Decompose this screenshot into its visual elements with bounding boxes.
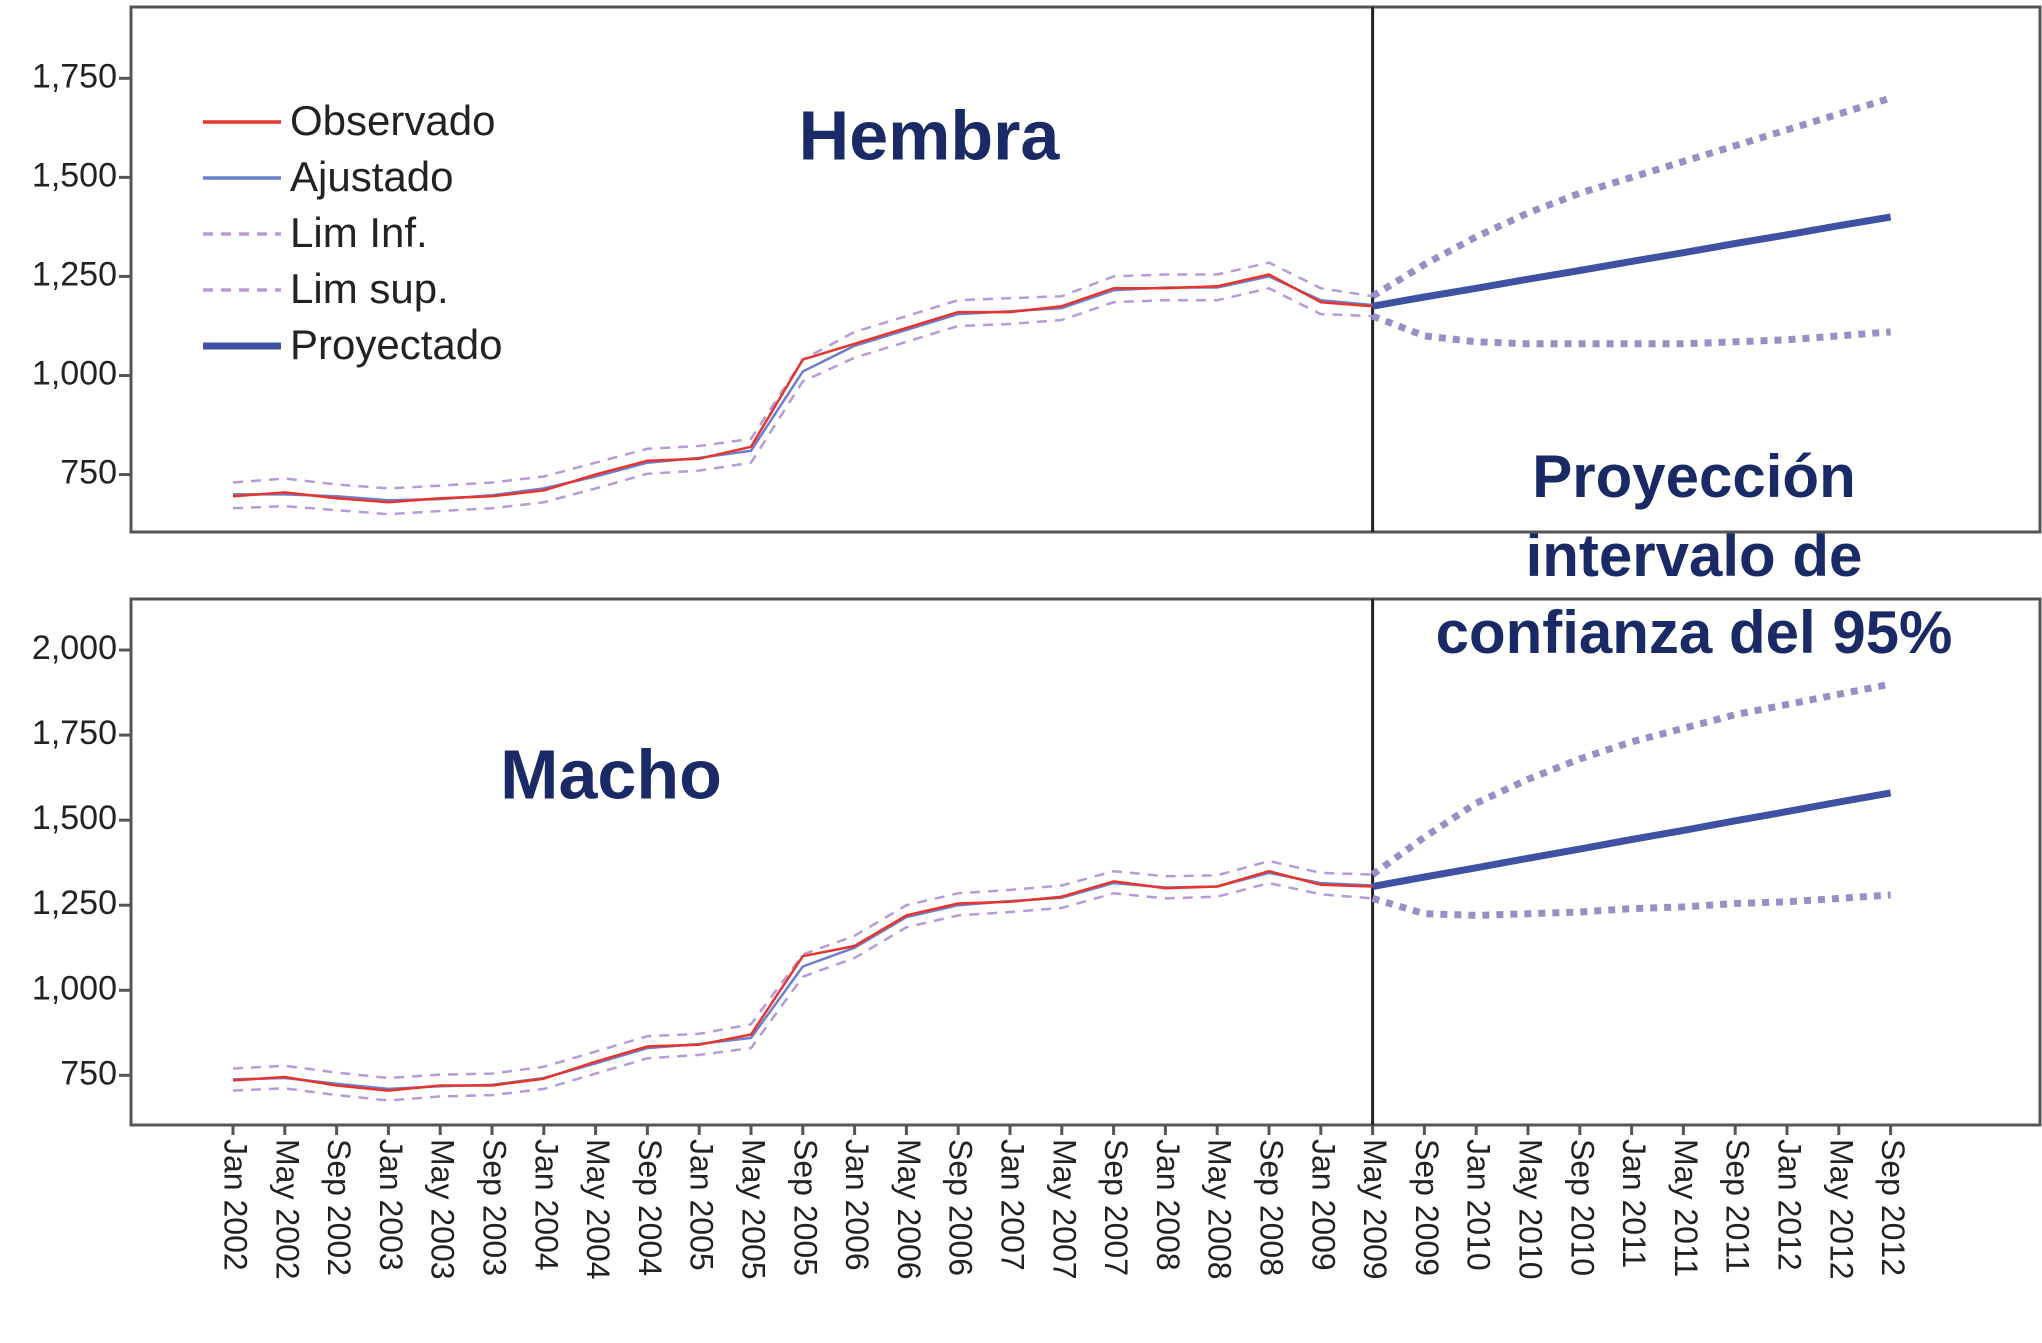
series-line	[1370, 94, 1892, 300]
y-tick-label: 1,750	[32, 714, 117, 752]
y-tick-label: 1,000	[32, 969, 117, 1007]
x-tick-label: Sep 2007	[1098, 1139, 1134, 1276]
y-tick-label: 1,500	[32, 799, 117, 837]
annotation: confianza del 95%	[1436, 599, 1953, 666]
x-tick-label: Sep 2010	[1564, 1139, 1600, 1276]
x-tick-label: Sep 2012	[1875, 1139, 1911, 1276]
x-tick-label: May 2002	[269, 1139, 305, 1280]
x-tick-label: Sep 2006	[943, 1139, 979, 1276]
x-tick-label: Sep 2008	[1254, 1139, 1290, 1276]
plot-frame	[129, 5, 2042, 534]
x-tick-label: May 2011	[1668, 1139, 1704, 1277]
x-tick-label: Sep 2002	[321, 1139, 357, 1276]
x-tick-label: May 2010	[1513, 1139, 1549, 1280]
x-tick-label: Sep 2005	[787, 1139, 823, 1276]
y-tick-label: 2,000	[32, 629, 117, 667]
x-tick-label: Jan 2005	[684, 1139, 720, 1271]
series-line	[1371, 312, 1891, 348]
x-tick-label: Jan 2011	[1616, 1139, 1652, 1268]
x-tick-label: Jan 2006	[839, 1139, 875, 1271]
x-tick-label: May 2008	[1202, 1139, 1238, 1280]
x-tick-label: May 2004	[580, 1139, 616, 1280]
legend-label: Lim sup.	[290, 265, 449, 312]
x-tick-label: Jan 2003	[373, 1139, 409, 1271]
x-tick-label: Sep 2009	[1409, 1139, 1445, 1276]
y-tick-label: 1,750	[32, 57, 117, 95]
x-tick-label: Jan 2010	[1461, 1139, 1497, 1271]
x-tick-label: May 2007	[1046, 1139, 1082, 1280]
y-tick-label: 750	[60, 1054, 117, 1092]
x-tick-label: Jan 2012	[1772, 1139, 1808, 1271]
x-tick-label: May 2005	[736, 1139, 772, 1280]
x-tick-label: May 2012	[1823, 1139, 1859, 1280]
x-tick-label: Jan 2004	[528, 1139, 564, 1271]
annotation: Proyección	[1532, 443, 1855, 510]
x-tick-label: May 2006	[891, 1139, 927, 1280]
series-line	[1371, 789, 1892, 890]
series-line	[232, 869, 1373, 1092]
x-tick-label: Sep 2003	[477, 1139, 513, 1276]
legend-label: Ajustado	[290, 153, 453, 200]
legend-label: Observado	[290, 97, 495, 144]
x-tick-label: May 2009	[1357, 1139, 1393, 1280]
series-line	[1371, 891, 1891, 919]
x-tick-label: May 2003	[425, 1139, 461, 1280]
y-tick-label: 750	[60, 454, 117, 492]
x-tick-label: Sep 2004	[632, 1139, 668, 1276]
series-line	[232, 287, 1373, 516]
series-line	[232, 881, 1373, 1102]
plot-frame	[129, 597, 2042, 1127]
series-line	[232, 273, 1373, 504]
x-tick-label: Jan 2008	[1150, 1139, 1186, 1271]
y-tick-label: 1,250	[32, 884, 117, 922]
panel-title: Hembra	[799, 96, 1061, 174]
series-line	[1371, 213, 1892, 310]
panel-title: Macho	[500, 735, 722, 813]
y-tick-label: 1,000	[32, 354, 117, 392]
y-tick-label: 1,500	[32, 156, 117, 194]
x-tick-label: Jan 2002	[218, 1139, 254, 1271]
series-line	[232, 871, 1373, 1091]
x-tick-label: Jan 2009	[1305, 1139, 1341, 1271]
series-line	[1370, 680, 1892, 878]
legend-label: Lim Inf.	[290, 209, 428, 256]
x-tick-label: Jan 2007	[995, 1139, 1031, 1271]
x-tick-label: Sep 2011	[1720, 1139, 1756, 1274]
y-tick-label: 1,250	[32, 255, 117, 293]
legend-label: Proyectado	[290, 321, 502, 368]
series-line	[232, 859, 1373, 1080]
